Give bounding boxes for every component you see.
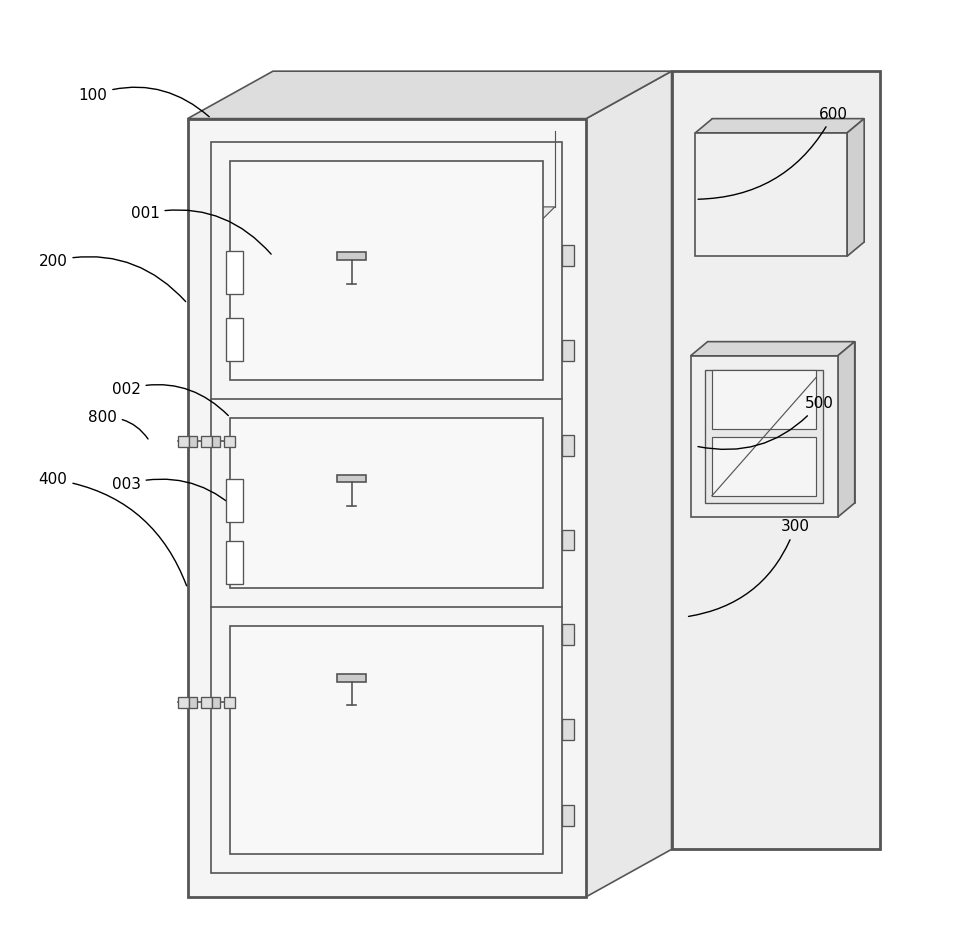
Text: 400: 400	[38, 472, 187, 586]
Bar	[230, 418, 543, 588]
Text: 200: 200	[38, 253, 186, 302]
Bar	[711, 370, 816, 429]
Bar	[190, 436, 197, 447]
Text: 003: 003	[112, 476, 242, 515]
Bar	[562, 530, 573, 550]
Bar	[562, 719, 573, 740]
Polygon shape	[230, 207, 555, 218]
Polygon shape	[671, 71, 880, 849]
Polygon shape	[690, 342, 854, 356]
Bar	[225, 318, 242, 361]
Bar	[212, 436, 219, 447]
Bar	[201, 697, 212, 708]
Bar	[690, 356, 837, 517]
Bar	[223, 697, 234, 708]
Bar	[178, 697, 190, 708]
Text: 100: 100	[78, 87, 209, 117]
Polygon shape	[712, 119, 863, 242]
Bar	[337, 674, 366, 681]
Bar	[562, 624, 573, 645]
Bar	[190, 697, 197, 708]
Bar	[225, 251, 242, 294]
Bar	[562, 340, 573, 361]
Text: 800: 800	[88, 410, 148, 439]
Bar	[562, 435, 573, 456]
Bar	[337, 474, 366, 482]
Polygon shape	[188, 71, 671, 119]
Bar	[562, 805, 573, 826]
Bar	[211, 142, 562, 873]
Bar	[695, 133, 846, 256]
Bar	[225, 541, 242, 584]
Bar	[337, 252, 366, 260]
Bar	[230, 626, 543, 854]
Text: 300: 300	[688, 519, 809, 617]
Polygon shape	[585, 71, 671, 897]
Bar	[223, 436, 234, 447]
Text: 500: 500	[698, 396, 832, 450]
Polygon shape	[837, 342, 854, 517]
Text: 002: 002	[112, 381, 228, 416]
Bar	[704, 370, 822, 503]
Bar	[225, 479, 242, 522]
Bar	[230, 161, 543, 380]
Polygon shape	[846, 119, 863, 256]
Bar	[212, 697, 219, 708]
Text: 001: 001	[131, 206, 271, 254]
Text: 600: 600	[698, 106, 847, 199]
Bar	[711, 437, 816, 496]
Polygon shape	[188, 119, 585, 897]
Bar	[201, 436, 212, 447]
Bar	[562, 245, 573, 266]
Polygon shape	[707, 342, 854, 503]
Bar	[178, 436, 190, 447]
Polygon shape	[695, 119, 863, 133]
